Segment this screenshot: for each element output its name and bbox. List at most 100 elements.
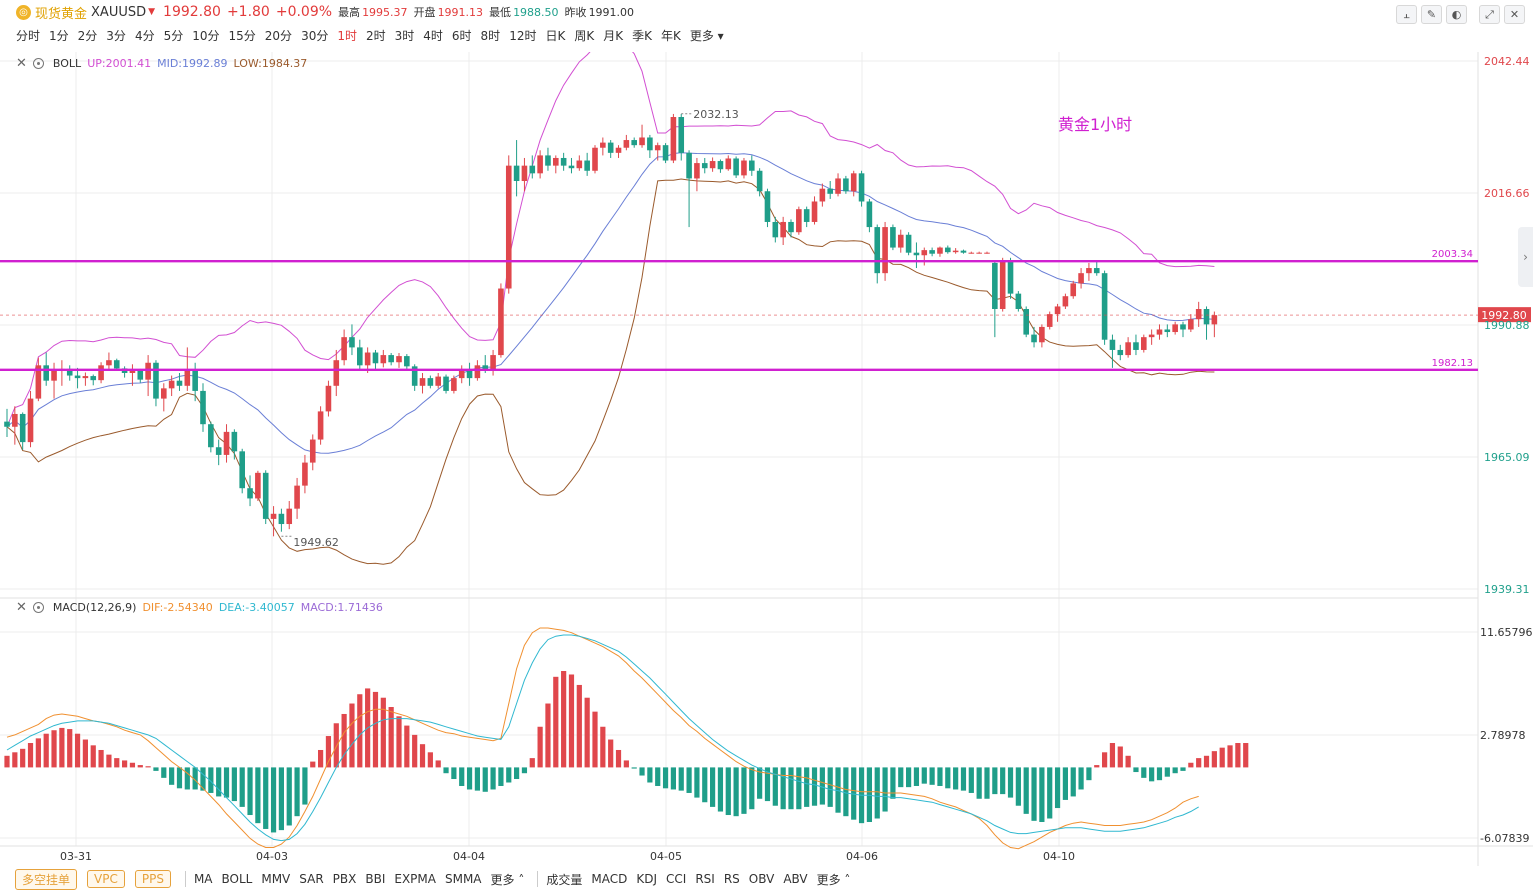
main-indicator-button[interactable]: MA [193,872,213,886]
sub-indicator-button[interactable]: 成交量 [546,872,583,887]
period-tab[interactable]: 30分 [301,29,329,43]
macd-histogram-bar [670,767,676,790]
macd-histogram-bar [600,726,606,768]
symbol-dropdown-icon[interactable]: ▼ [148,7,156,17]
symbol-name[interactable]: 现货黄金 [35,6,88,22]
period-tab[interactable]: 季K [632,29,652,43]
candle-body [176,380,183,386]
sub-indicator-button[interactable]: ABV [783,872,808,886]
fullscreen-icon[interactable]: ⤢ [1479,5,1500,24]
macd-histogram-bar [1094,765,1100,768]
period-tab[interactable]: 10分 [192,29,220,43]
period-tab[interactable]: 1分 [49,29,69,43]
candle-body [505,165,512,289]
macd-histogram-bar [51,730,57,768]
macd-histogram-bar [631,767,637,769]
candle-body [890,227,896,248]
period-tab[interactable]: 年K [660,29,681,43]
period-tab[interactable]: 3分 [106,29,126,43]
macd-histogram-bar [1109,743,1116,768]
sub-indicator-button[interactable]: RS [723,872,740,886]
sub-indicator-button[interactable]: KDJ [636,872,658,886]
candle-body [796,209,802,233]
main-indicator-button[interactable]: 更多 ˄ [490,872,525,887]
chevron-right-icon[interactable]: › [1518,227,1533,287]
candle-body [1180,324,1186,330]
period-tab[interactable]: 8时 [480,29,501,43]
main-indicator-button[interactable]: PBX [332,872,357,886]
candle-body [411,366,418,386]
period-tab[interactable]: 1时 [337,29,357,43]
candle-body [82,376,89,379]
macd-histogram-bar [122,760,128,768]
macd-histogram-bar [98,749,104,768]
candle-body [733,158,739,176]
close-icon[interactable]: ✕ [1504,5,1525,24]
period-tab[interactable]: 12时 [509,29,537,43]
close-indicator-icon[interactable]: ✕ [16,600,27,615]
date-axis-label: 04-10 [1043,850,1075,863]
magnet-icon[interactable]: ◐ [1446,5,1467,24]
sub-indicator-button[interactable]: CCI [666,872,687,886]
macd-histogram-bar [1000,767,1006,795]
period-tab[interactable]: 日K [545,29,566,43]
candle-body [231,431,238,452]
period-tab[interactable]: 20分 [264,29,293,43]
candle-body [678,117,685,153]
candle-body [215,447,222,455]
close-indicator-icon[interactable]: ✕ [16,56,27,71]
period-tab[interactable]: 更多 ▾ [689,29,724,43]
pencil-icon[interactable]: ✎ [1421,5,1442,24]
main-indicator-button[interactable]: BBI [365,872,386,886]
macd-histogram-bar [1219,747,1225,768]
candle-body [498,288,504,356]
period-tab[interactable]: 4分 [134,29,155,43]
draw-line-icon[interactable]: ⫠ [1396,5,1417,24]
period-tab[interactable]: 4时 [423,29,443,43]
sub-indicator-button[interactable]: MACD [591,872,628,886]
candle-body [929,250,935,254]
price-pane [4,52,1218,565]
macd-histogram-bar [506,767,512,783]
macd-histogram-bar [82,739,88,768]
macd-histogram-bar [1039,767,1045,822]
period-tab[interactable]: 2分 [77,29,98,43]
toolbar-pill-button[interactable]: VPC [87,870,125,888]
candle-body [1164,329,1171,333]
visibility-icon[interactable] [32,58,44,69]
toolbar-divider [537,871,539,887]
visibility-icon[interactable] [32,602,44,613]
candle-body [654,145,661,151]
main-indicator-button[interactable]: EXPMA [394,872,436,886]
period-tab[interactable]: 3时 [394,29,415,43]
period-tab[interactable]: 6时 [451,29,472,43]
period-tab[interactable]: 2时 [365,29,386,43]
macd-histogram-bar [655,767,661,786]
open-label: 开盘 [413,6,436,19]
kline-chart[interactable]: 2003.34 1982.13 1992.80 2042.44 2016.66 1990.… [0,52,1533,866]
main-indicator-button[interactable]: SAR [299,872,324,886]
period-tab[interactable]: 周K [574,29,595,43]
sub-indicator-button[interactable]: 更多 ˄ [816,872,851,887]
sub-indicator-button[interactable]: RSI [695,872,715,886]
candle-body [1133,342,1139,350]
macd-histogram-bar [341,713,347,768]
candle-body [364,352,371,366]
main-indicator-button[interactable]: SMMA [444,872,482,886]
main-indicator-button[interactable]: MMV [261,872,291,886]
symbol-code[interactable]: XAUUSD [91,4,147,20]
macd-histogram-bar [1188,762,1194,768]
period-tab[interactable]: 月K [603,29,624,43]
period-tab[interactable]: 5分 [163,29,184,43]
macd-histogram-bar [412,734,418,768]
main-indicator-button[interactable]: BOLL [221,872,253,886]
period-tab[interactable]: 分时 [16,29,41,43]
candle-body [43,365,49,381]
toolbar-pill-button[interactable]: PPS [134,870,171,888]
macd-histogram-bar [1117,746,1123,768]
macd-dea-line [6,634,1199,842]
period-tab[interactable]: 15分 [228,29,256,43]
toolbar-pill-button[interactable]: 多空挂单 [15,868,78,890]
sub-indicator-button[interactable]: OBV [748,872,775,886]
candle-body [670,117,677,161]
